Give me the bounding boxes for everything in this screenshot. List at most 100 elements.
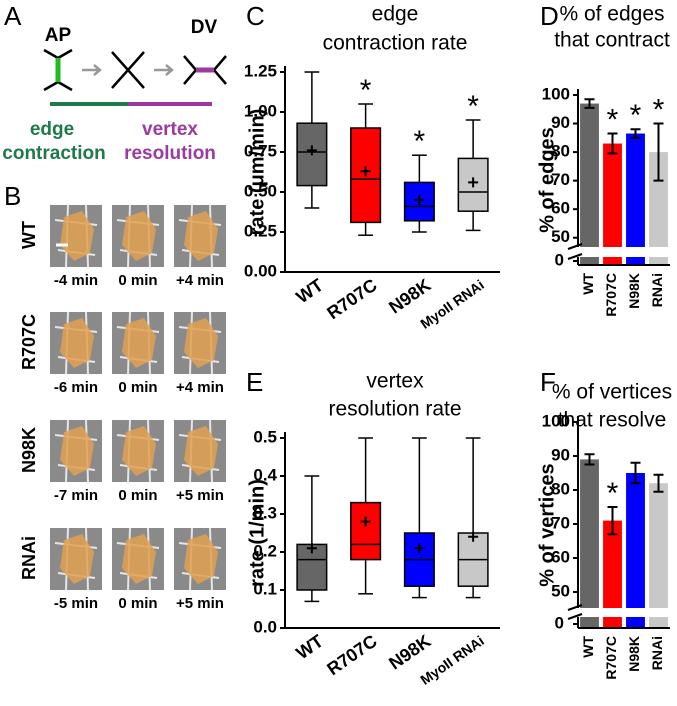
y-tick-label: 0.00: [244, 261, 277, 280]
bar: [603, 520, 622, 628]
time-label: -7 min: [54, 487, 98, 504]
arrow: [82, 64, 102, 76]
x-tick-label: R707C: [323, 275, 380, 324]
mean-marker: [468, 177, 479, 188]
time-label: 0 min: [118, 487, 157, 504]
chart-title: resolution rate: [328, 398, 461, 421]
x-tick-label: N98K: [626, 273, 642, 309]
chart-title: edge: [372, 3, 419, 26]
y-tick-label: 50: [551, 581, 570, 600]
cell-cluster: [184, 534, 218, 584]
mean-marker: [414, 195, 425, 205]
x-tick-label: RNAi: [649, 273, 665, 307]
y-tick-label: 1.00: [244, 101, 277, 120]
cell-cluster: [60, 534, 94, 584]
phase-label: resolution: [124, 143, 216, 164]
time-label: 0 min: [118, 272, 157, 289]
panel-letter: E: [246, 367, 263, 397]
cell-cluster: [122, 534, 156, 584]
time-label: +5 min: [176, 595, 224, 612]
diagram: AP DV edge contraction vertex resolution: [2, 17, 227, 164]
time-label: +5 min: [176, 487, 224, 504]
y-tick-label: 70: [551, 513, 570, 532]
chart-title: contraction rate: [323, 32, 468, 55]
mean-marker: [414, 543, 425, 554]
junction: [111, 51, 145, 89]
mean-marker: [306, 543, 317, 554]
y-tick-label: 0.50: [244, 181, 277, 200]
panel-letter: F: [540, 367, 556, 397]
diagram-label: AP: [45, 25, 72, 46]
phase-label: contraction: [2, 143, 105, 164]
phase-label: edge: [30, 119, 74, 140]
mean-marker: [306, 145, 317, 156]
y-tick-label: 0.3: [253, 503, 277, 522]
error-bar: [653, 122, 664, 182]
error-bar: [630, 461, 641, 485]
mean-marker: [360, 516, 371, 527]
y-tick-label: 100: [542, 411, 570, 430]
break-mark: [567, 604, 583, 620]
error-bar: [630, 128, 641, 139]
x-tick-label: N98K: [626, 636, 642, 672]
bar: [603, 143, 622, 265]
bar: [580, 459, 599, 628]
y-tick-label: 0: [555, 613, 564, 632]
x-tick-label: RNAi: [649, 636, 665, 670]
y-tick-label: 90: [551, 445, 570, 464]
cell-cluster: [60, 426, 94, 476]
significance: *: [467, 90, 479, 123]
row-label: WT: [19, 221, 39, 249]
arrow: [154, 64, 174, 76]
bar: [649, 483, 668, 628]
panel-letter: A: [4, 1, 22, 31]
row-label: N98K: [19, 427, 39, 473]
significance: *: [607, 103, 619, 136]
phase-label: vertex: [142, 119, 198, 140]
x-tick-label: WT: [292, 275, 326, 307]
cell-cluster: [122, 211, 156, 261]
chart-title: % of edges: [559, 3, 664, 26]
time-label: 0 min: [118, 379, 157, 396]
row-label: R707C: [19, 314, 39, 370]
error-bar: [584, 453, 595, 466]
bar: [580, 103, 599, 266]
y-axis-label: % of vertices: [536, 463, 558, 586]
x-tick-label: WT: [292, 631, 326, 663]
chart-title: % of vertices: [552, 381, 672, 404]
error-bar: [607, 506, 618, 536]
y-tick-label: 50: [551, 227, 570, 246]
row-label: RNAi: [19, 536, 39, 580]
y-tick-label: 60: [551, 547, 570, 566]
chart-title: that resolve: [558, 409, 667, 432]
y-tick-label: 0: [555, 250, 564, 269]
y-tick-label: 80: [551, 479, 570, 498]
time-label: +4 min: [176, 272, 224, 289]
error-bar: [607, 132, 618, 155]
axis-break: [564, 247, 676, 257]
time-label: -4 min: [54, 272, 98, 289]
y-tick-label: 0.1: [253, 579, 277, 598]
panel-letter: D: [540, 1, 559, 31]
cell-cluster: [60, 211, 94, 261]
time-label: -6 min: [54, 379, 98, 396]
axis-break: [564, 608, 676, 617]
significance: *: [360, 74, 372, 107]
y-tick-label: 0.5: [253, 427, 277, 446]
time-label: +4 min: [176, 379, 224, 396]
error-bar: [653, 473, 664, 493]
chart-title: vertex: [366, 370, 424, 393]
cell-cluster: [122, 318, 156, 368]
y-tick-label: 0.0: [253, 617, 277, 636]
cell-cluster: [184, 211, 218, 261]
significance: *: [607, 477, 619, 510]
mean-marker: [468, 531, 479, 542]
significance: *: [653, 93, 665, 126]
panel-letter: C: [246, 1, 265, 31]
x-tick-label: R707C: [603, 636, 619, 680]
cell-cluster: [122, 426, 156, 476]
y-axis-label: rate (1/min): [246, 479, 268, 587]
diagram-label: DV: [191, 17, 218, 38]
break-mark: [567, 243, 583, 260]
x-tick-label: WT: [580, 273, 596, 295]
